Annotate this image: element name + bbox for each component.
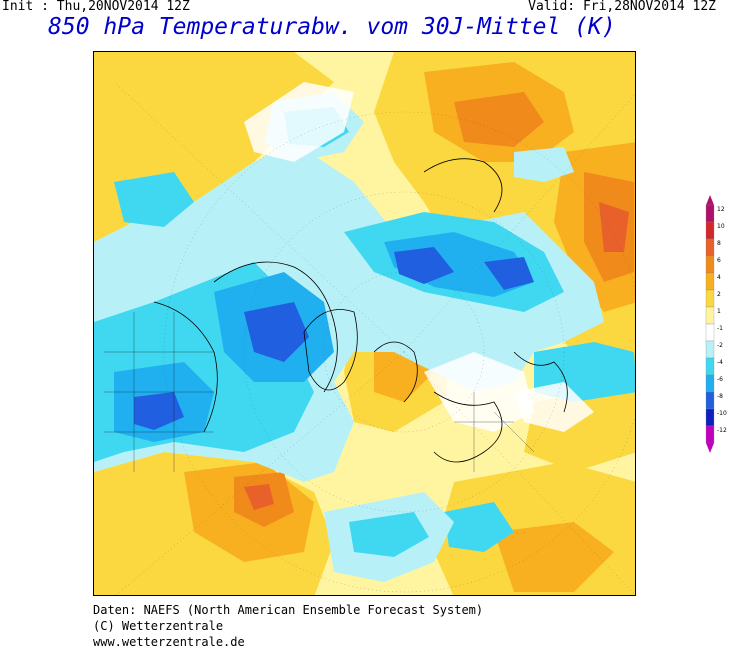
legend-label: 1 xyxy=(717,308,721,315)
legend-label: -12 xyxy=(717,427,727,434)
legend-swatch xyxy=(705,340,715,359)
footer-data-source: Daten: NAEFS (North American Ensemble Fo… xyxy=(93,603,484,617)
legend-label: -6 xyxy=(717,376,723,383)
valid-time-label: Valid: Fri,28NOV2014 12Z xyxy=(528,0,716,14)
legend-label: -2 xyxy=(717,342,723,349)
legend-swatch xyxy=(705,238,715,257)
neutral-anomaly-areas xyxy=(244,82,594,432)
legend-label: 10 xyxy=(717,223,725,230)
legend-bottom-arrow xyxy=(706,443,714,453)
legend-label: 2 xyxy=(717,291,721,298)
legend-swatch xyxy=(705,255,715,274)
map-title: 850 hPa Temperaturabw. vom 30J-Mittel (K… xyxy=(48,14,616,40)
legend-label: 8 xyxy=(717,240,721,247)
lat-lon-grid xyxy=(113,81,635,595)
legend-swatch xyxy=(705,289,715,308)
legend-label: -10 xyxy=(717,410,727,417)
anomaly-map xyxy=(93,51,636,596)
legend-label: 12 xyxy=(717,206,725,213)
legend-swatch xyxy=(705,204,715,223)
legend-swatch xyxy=(705,306,715,325)
legend-label: 6 xyxy=(717,257,721,264)
legend-top-arrow xyxy=(706,195,714,205)
legend-swatch xyxy=(705,221,715,240)
legend-swatch xyxy=(705,374,715,393)
legend-label: 4 xyxy=(717,274,721,281)
footer-copyright: (C) Wetterzentrale xyxy=(93,619,224,633)
legend-swatch xyxy=(705,357,715,376)
init-time-label: Init : Thu,20NOV2014 12Z xyxy=(2,0,190,14)
legend-label: -8 xyxy=(717,393,723,400)
legend-swatch xyxy=(705,391,715,410)
color-legend: 12 10 8 6 4 2 1 -1 -2 -4 -6 -8 -10 -12 xyxy=(704,193,734,458)
political-borders xyxy=(104,312,535,472)
legend-swatch xyxy=(705,272,715,291)
legend-label: -4 xyxy=(717,359,723,366)
legend-swatch xyxy=(705,425,715,444)
legend-swatch xyxy=(705,408,715,427)
footer-website: www.wetterzentrale.de xyxy=(93,635,245,649)
legend-label: -1 xyxy=(717,325,723,332)
legend-swatch xyxy=(705,323,715,342)
data-source-footer: Daten: NAEFS (North American Ensemble Fo… xyxy=(93,602,483,650)
